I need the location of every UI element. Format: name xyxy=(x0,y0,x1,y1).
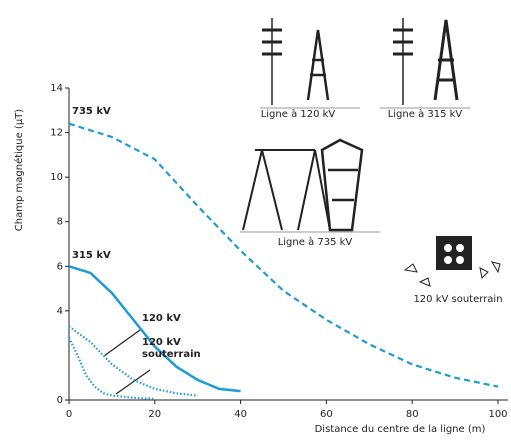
y-axis-label: Champ magnétique (µT) xyxy=(13,109,25,232)
diagram-label: Ligne à 120 kV xyxy=(261,108,336,120)
series-label: 120 kV souterrain xyxy=(142,337,201,360)
y-tick-label: 14 xyxy=(50,83,63,94)
x-tick-label: 60 xyxy=(320,409,333,420)
series-label: 315 kV xyxy=(72,250,111,261)
y-tick-label: 10 xyxy=(50,172,63,183)
series-label: 735 kV xyxy=(72,106,111,117)
y-tick-label: 12 xyxy=(50,128,63,139)
y-tick-label: 0 xyxy=(57,395,63,406)
diagram-label: 120 kV souterrain xyxy=(413,294,502,305)
x-tick-label: 80 xyxy=(406,409,419,420)
x-tick-label: 20 xyxy=(148,409,161,420)
x-tick-label: 40 xyxy=(234,409,247,420)
x-tick-label: 100 xyxy=(488,409,507,420)
x-axis-label: Distance du centre de la ligne (m) xyxy=(315,424,486,435)
towers xyxy=(240,18,501,287)
y-tick-label: 8 xyxy=(57,217,63,228)
series-line xyxy=(68,122,499,388)
diagram-label: Ligne à 315 kV xyxy=(388,108,463,120)
series-label: 120 kV xyxy=(142,313,181,324)
y-tick-label: 4 xyxy=(57,306,63,317)
diagram-label: Ligne à 735 kV xyxy=(278,236,353,248)
arrows xyxy=(103,329,151,395)
series-line xyxy=(68,265,241,393)
y-tick-label: 6 xyxy=(57,261,63,272)
x-tick-label: 0 xyxy=(66,409,72,420)
